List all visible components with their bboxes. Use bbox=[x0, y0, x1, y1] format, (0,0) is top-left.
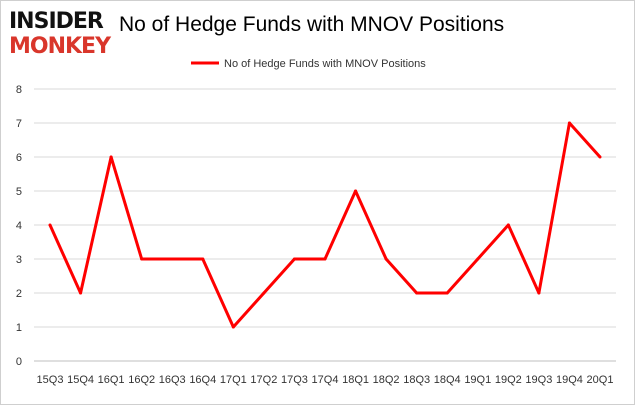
y-tick-label: 3 bbox=[16, 254, 22, 266]
data-point bbox=[201, 257, 205, 261]
x-tick-label: 19Q4 bbox=[556, 374, 583, 386]
x-tick-label: 18Q3 bbox=[403, 374, 430, 386]
x-tick-label: 17Q2 bbox=[250, 374, 277, 386]
x-tick-label: 16Q4 bbox=[189, 374, 216, 386]
insider-monkey-logo: INSIDER MONKEY bbox=[9, 9, 119, 59]
logo-line1: INSIDER bbox=[9, 9, 104, 34]
data-point bbox=[476, 257, 480, 261]
data-point bbox=[170, 257, 174, 261]
data-point bbox=[415, 291, 419, 295]
y-tick-label: 1 bbox=[16, 322, 22, 334]
x-tick-label: 17Q3 bbox=[281, 374, 308, 386]
y-tick-label: 6 bbox=[16, 152, 22, 164]
data-point bbox=[506, 223, 510, 227]
data-point bbox=[109, 155, 113, 159]
x-tick-label: 16Q1 bbox=[98, 374, 125, 386]
data-point bbox=[262, 291, 266, 295]
x-tick-label: 18Q2 bbox=[373, 374, 400, 386]
data-point bbox=[140, 257, 144, 261]
data-point bbox=[48, 223, 52, 227]
x-tick-label: 15Q4 bbox=[67, 374, 94, 386]
data-point bbox=[231, 325, 235, 329]
x-tick-label: 19Q2 bbox=[495, 374, 522, 386]
x-tick-label: 17Q4 bbox=[312, 374, 339, 386]
logo-line2: MONKEY bbox=[9, 34, 111, 59]
data-point bbox=[537, 291, 541, 295]
x-tick-label: 18Q4 bbox=[434, 374, 461, 386]
x-tick-label: 20Q1 bbox=[587, 374, 614, 386]
x-tick-label: 17Q1 bbox=[220, 374, 247, 386]
data-point bbox=[354, 189, 358, 193]
data-point bbox=[79, 291, 83, 295]
data-point bbox=[598, 155, 602, 159]
data-point bbox=[567, 121, 571, 125]
y-tick-label: 4 bbox=[16, 220, 22, 232]
y-tick-label: 0 bbox=[16, 356, 22, 368]
x-tick-label: 15Q3 bbox=[37, 374, 64, 386]
y-tick-label: 2 bbox=[16, 288, 22, 300]
y-tick-label: 8 bbox=[16, 84, 22, 96]
data-point bbox=[445, 291, 449, 295]
data-point bbox=[323, 257, 327, 261]
x-tick-label: 19Q3 bbox=[525, 374, 552, 386]
x-tick-label: 16Q3 bbox=[159, 374, 186, 386]
y-tick-label: 5 bbox=[16, 186, 22, 198]
x-tick-label: 16Q2 bbox=[128, 374, 155, 386]
x-tick-label: 18Q1 bbox=[342, 374, 369, 386]
chart-title: No of Hedge Funds with MNOV Positions bbox=[119, 13, 505, 36]
data-point bbox=[292, 257, 296, 261]
data-point bbox=[384, 257, 388, 261]
y-tick-label: 7 bbox=[16, 118, 22, 130]
x-tick-label: 19Q1 bbox=[464, 374, 491, 386]
legend-label: No of Hedge Funds with MNOV Positions bbox=[224, 58, 426, 70]
